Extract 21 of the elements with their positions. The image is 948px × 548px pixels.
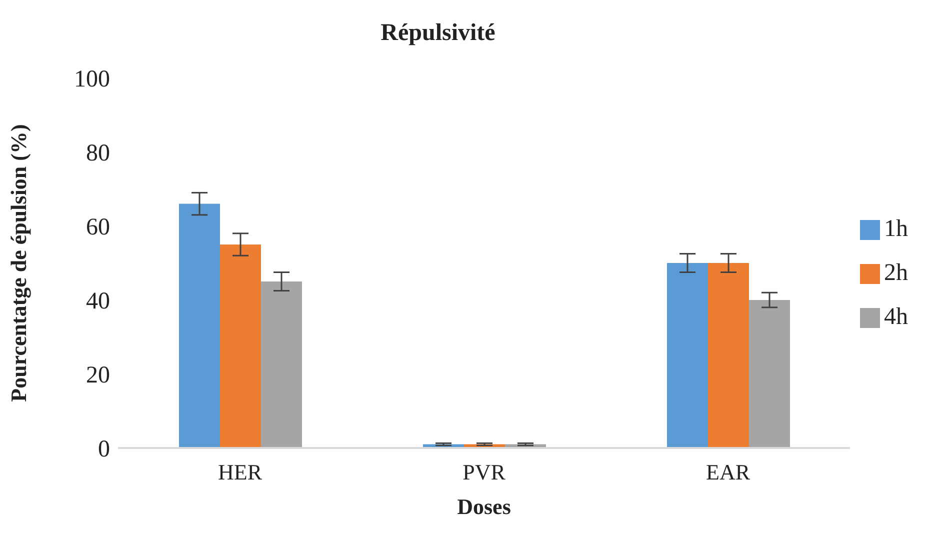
bar bbox=[667, 263, 708, 448]
y-tick-label: 60 bbox=[86, 214, 110, 241]
x-tick-label: HER bbox=[218, 460, 262, 485]
chart-title: Répulsivité bbox=[380, 20, 496, 47]
y-tick-label: 40 bbox=[86, 288, 110, 315]
y-tick-label: 0 bbox=[98, 436, 110, 463]
x-tick-label: PVR bbox=[462, 460, 506, 485]
y-axis-title: Pourcentatge de épulsion (%) bbox=[6, 124, 31, 402]
y-tick-label: 100 bbox=[74, 66, 110, 93]
y-tick-label: 80 bbox=[86, 140, 110, 167]
bar bbox=[220, 244, 261, 448]
y-tick-label: 20 bbox=[86, 362, 110, 389]
legend-label: 1h bbox=[884, 216, 908, 242]
x-tick-label: EAR bbox=[706, 460, 750, 485]
legend-label: 2h bbox=[884, 260, 908, 286]
legend-label: 4h bbox=[884, 304, 908, 330]
x-axis-title: Doses bbox=[457, 494, 512, 519]
bar bbox=[179, 204, 220, 448]
bar bbox=[708, 263, 749, 448]
bar bbox=[261, 282, 302, 448]
bar bbox=[749, 300, 790, 448]
